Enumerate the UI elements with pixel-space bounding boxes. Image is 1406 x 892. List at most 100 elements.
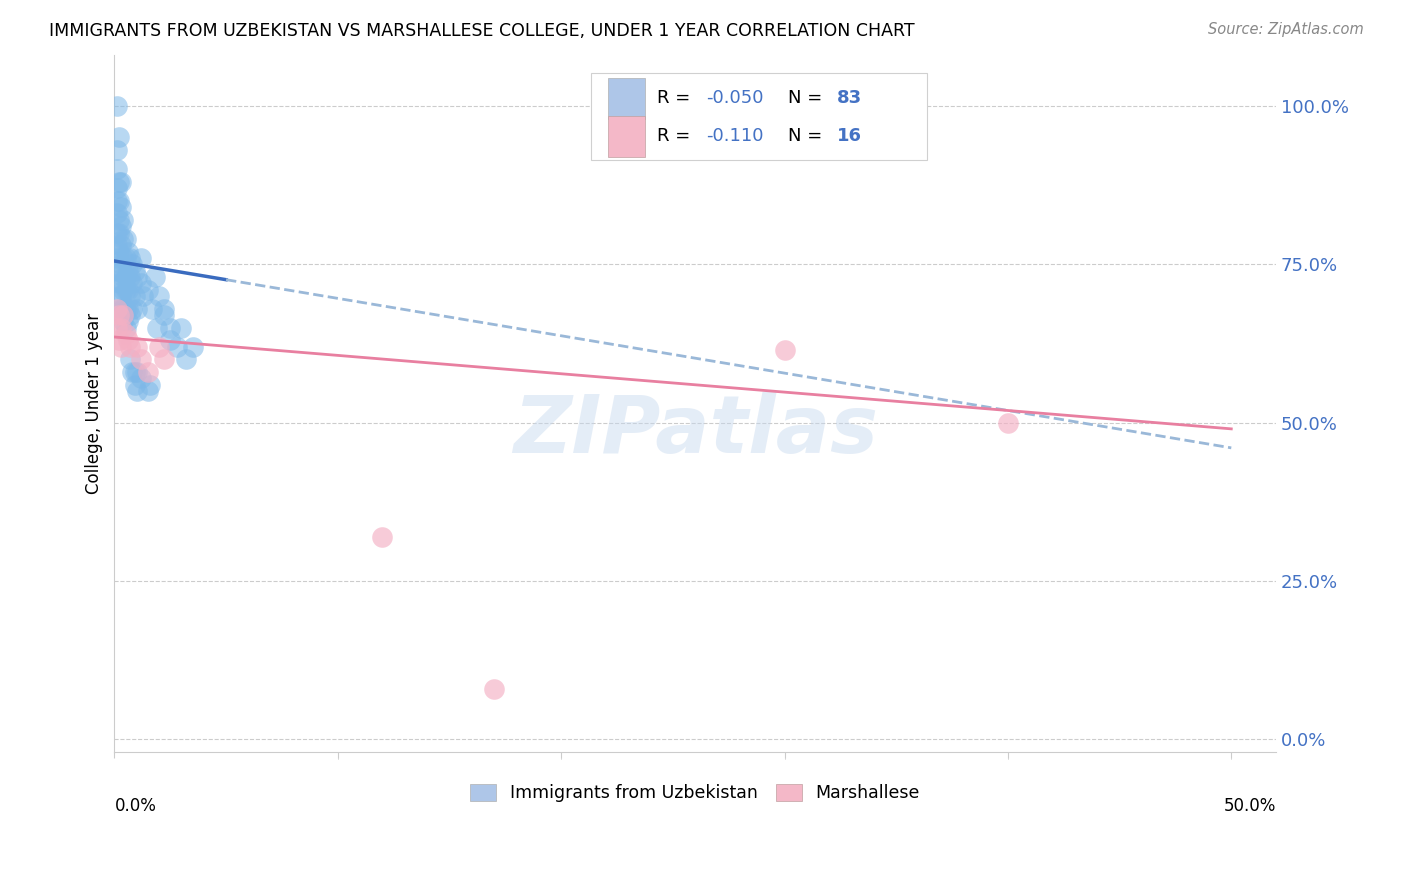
Point: [108, 244, 131, 259]
Point: [118, 308, 141, 322]
Point: [117, 263, 139, 277]
Point: [105, 181, 128, 195]
Point: [125, 339, 148, 353]
Point: [110, 257, 132, 271]
Text: R =: R =: [657, 89, 696, 107]
Point: [108, 308, 131, 322]
Point: [371, 530, 394, 544]
Point: [112, 232, 135, 246]
Text: 16: 16: [837, 128, 862, 145]
Point: [105, 162, 128, 177]
Point: [105, 206, 128, 220]
Point: [125, 365, 148, 379]
Text: R =: R =: [657, 128, 696, 145]
Point: [112, 301, 135, 316]
Point: [124, 289, 146, 303]
Point: [136, 384, 159, 398]
Text: ZIPatlas: ZIPatlas: [513, 392, 877, 470]
Point: [174, 352, 197, 367]
Point: [121, 276, 143, 290]
Point: [118, 269, 141, 284]
Point: [105, 263, 128, 277]
Text: N =: N =: [789, 89, 828, 107]
Point: [124, 377, 146, 392]
Point: [121, 301, 143, 316]
Point: [108, 194, 131, 208]
Point: [114, 283, 136, 297]
Point: [110, 175, 132, 189]
Point: [482, 681, 505, 696]
Point: [108, 212, 131, 227]
Point: [110, 276, 132, 290]
Point: [105, 143, 128, 157]
Point: [105, 226, 128, 240]
Point: [125, 269, 148, 284]
Point: [118, 352, 141, 367]
Point: [118, 289, 141, 303]
Point: [108, 175, 131, 189]
Point: [112, 269, 135, 284]
Point: [152, 308, 174, 322]
Point: [181, 339, 204, 353]
Point: [110, 219, 132, 234]
Point: [108, 276, 131, 290]
Point: [110, 320, 132, 334]
Point: [110, 200, 132, 214]
Point: [129, 371, 152, 385]
Point: [112, 212, 135, 227]
Point: [114, 320, 136, 334]
Point: [117, 314, 139, 328]
Text: IMMIGRANTS FROM UZBEKISTAN VS MARSHALLESE COLLEGE, UNDER 1 YEAR CORRELATION CHAR: IMMIGRANTS FROM UZBEKISTAN VS MARSHALLES…: [49, 22, 915, 40]
Point: [129, 251, 152, 265]
FancyBboxPatch shape: [591, 72, 928, 160]
Text: -0.050: -0.050: [706, 89, 763, 107]
Point: [105, 194, 128, 208]
Point: [105, 320, 128, 334]
Point: [132, 289, 155, 303]
Point: [170, 320, 193, 334]
Text: 50.0%: 50.0%: [1223, 797, 1277, 815]
Point: [114, 269, 136, 284]
Point: [125, 301, 148, 316]
Point: [141, 301, 163, 316]
Point: [118, 339, 141, 353]
Point: [143, 269, 166, 284]
Point: [139, 377, 162, 392]
Point: [773, 343, 796, 357]
Point: [110, 339, 132, 353]
Point: [108, 289, 131, 303]
Point: [148, 339, 170, 353]
Point: [152, 301, 174, 316]
Point: [124, 365, 146, 379]
Point: [997, 416, 1019, 430]
Point: [105, 301, 128, 316]
Point: [114, 326, 136, 341]
Point: [136, 365, 159, 379]
Point: [146, 320, 169, 334]
Point: [148, 289, 170, 303]
Text: 0.0%: 0.0%: [114, 797, 156, 815]
Y-axis label: College, Under 1 year: College, Under 1 year: [86, 313, 103, 494]
Point: [108, 130, 131, 145]
FancyBboxPatch shape: [607, 116, 645, 157]
Point: [105, 251, 128, 265]
Point: [117, 283, 139, 297]
Point: [108, 263, 131, 277]
Point: [110, 289, 132, 303]
Point: [159, 320, 181, 334]
Point: [110, 238, 132, 252]
Point: [105, 238, 128, 252]
Point: [114, 251, 136, 265]
Point: [105, 99, 128, 113]
Legend: Immigrants from Uzbekistan, Marshallese: Immigrants from Uzbekistan, Marshallese: [464, 777, 927, 809]
Point: [108, 333, 131, 347]
FancyBboxPatch shape: [607, 78, 645, 119]
Point: [112, 251, 135, 265]
Point: [121, 257, 143, 271]
Point: [166, 339, 188, 353]
Point: [112, 283, 135, 297]
Point: [129, 352, 152, 367]
Point: [114, 232, 136, 246]
Point: [114, 301, 136, 316]
Point: [108, 226, 131, 240]
